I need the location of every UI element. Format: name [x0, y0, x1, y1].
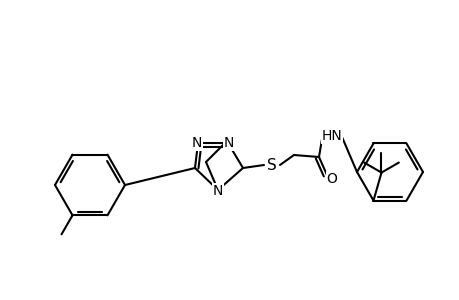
- Text: N: N: [213, 184, 223, 198]
- Text: HN: HN: [321, 129, 341, 143]
- Text: N: N: [224, 136, 234, 150]
- Text: O: O: [326, 172, 337, 186]
- Text: N: N: [191, 136, 202, 150]
- Text: S: S: [267, 158, 276, 172]
